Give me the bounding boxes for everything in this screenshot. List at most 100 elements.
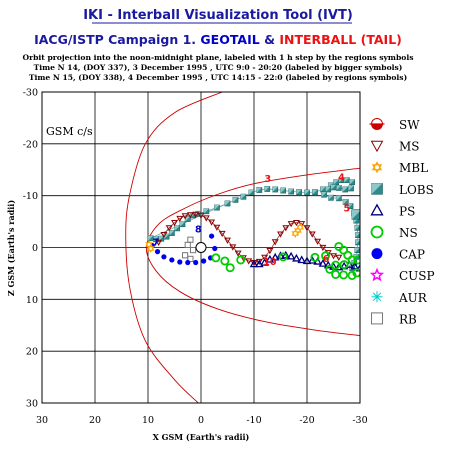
- x-tick-label: -30: [352, 415, 367, 426]
- ns-point: [310, 252, 320, 262]
- ps-point: [318, 259, 328, 267]
- hour-label: 6: [323, 254, 330, 265]
- orbit-series: [145, 177, 360, 280]
- ms-point: [192, 211, 200, 218]
- hour-label: 10: [263, 257, 277, 268]
- y-tick-label: 20: [26, 347, 38, 358]
- lobs-point: [288, 188, 294, 195]
- rb-point: [182, 252, 189, 259]
- geotail-label: GEOTAIL: [200, 32, 259, 47]
- legend-label-ms: MS: [399, 140, 420, 154]
- lobs-point: [347, 203, 354, 209]
- lobs-point: [351, 209, 360, 220]
- legend-label-ns: NS: [399, 226, 418, 240]
- cap-point: [177, 259, 183, 265]
- ms-point: [271, 239, 279, 246]
- lobs-point: [214, 204, 220, 211]
- lobs-point: [312, 189, 318, 195]
- y-tick-label: -10: [23, 191, 38, 202]
- plot-frame: [41, 91, 361, 404]
- boundary-curves: [125, 92, 360, 403]
- lobs-point: [179, 221, 186, 228]
- y-tick-label: -30: [23, 88, 38, 99]
- legend-label-sw: SW: [399, 118, 420, 132]
- lobs-point: [342, 198, 349, 205]
- lobs-point: [272, 186, 279, 193]
- x-ticks: 30 20 10 0 -10 -20 -30: [36, 415, 368, 426]
- legend-label-mbl: MBL: [399, 161, 428, 175]
- description-line-2: Time N 14, (DOY 337), 3 December 1995 , …: [34, 63, 403, 72]
- y-tick-label: 30: [26, 399, 38, 410]
- lobs-point: [335, 195, 342, 202]
- ms-point: [308, 231, 316, 238]
- ms-point: [160, 231, 168, 239]
- cap-point: [169, 257, 175, 263]
- ps-point: [350, 261, 360, 270]
- lobs-point: [232, 196, 239, 203]
- cap-point: [161, 254, 167, 260]
- ms-point: [266, 248, 274, 255]
- mbl-point: [296, 222, 304, 232]
- lobs-legend-icon: [371, 183, 383, 195]
- lobs-point: [321, 191, 327, 198]
- description-line-3: Time N 15, (DOY 338), 4 December 1995 , …: [29, 73, 407, 82]
- ms-point: [155, 239, 163, 246]
- legend-label-rb: RB: [399, 312, 417, 326]
- legend-label-cap: CAP: [399, 248, 425, 262]
- hour-label: 3: [264, 174, 271, 185]
- ps-point: [265, 254, 275, 263]
- lobs-point: [327, 194, 334, 201]
- lobs-point: [325, 186, 332, 193]
- ps-point: [292, 253, 301, 262]
- legend-label-lobs: LOBS: [399, 183, 434, 197]
- rb-point: [184, 241, 191, 249]
- cap-point: [193, 259, 199, 266]
- lobs-point: [264, 186, 271, 192]
- campaign-label: IACG/ISTP Campaign 1.: [34, 32, 196, 47]
- cusp-legend-icon: [369, 267, 385, 282]
- x-tick-label: 10: [142, 415, 154, 426]
- lobs-point: [342, 186, 349, 193]
- lobs-point: [304, 189, 310, 196]
- ns-point: [339, 270, 349, 280]
- ps-point: [254, 259, 264, 268]
- ms-point: [335, 254, 343, 261]
- lobs-point: [354, 232, 360, 238]
- hour-label: 8: [195, 224, 202, 235]
- ns-point: [352, 268, 360, 278]
- ns-legend-icon: [370, 225, 384, 239]
- mbl-legend-icon: [371, 161, 383, 174]
- cap-point: [212, 245, 218, 252]
- ms-point: [165, 225, 173, 232]
- rb-legend-icon: [371, 312, 383, 325]
- ms-point: [181, 213, 189, 220]
- ms-point: [261, 254, 269, 261]
- ns-point: [220, 256, 230, 266]
- x-tick-label: -10: [246, 415, 261, 426]
- campaign-line: IACG/ISTP Campaign 1. GEOTAIL & INTERBAL…: [34, 32, 402, 47]
- ns-point: [339, 245, 349, 255]
- ps-point: [249, 259, 259, 268]
- ps-point: [355, 263, 360, 272]
- cap-point: [201, 258, 207, 264]
- ps-point: [286, 251, 296, 260]
- plot-area: 3 4 5 6 7 8 10 30 20 10 0 -10 -20 -30 -30 -20 -10 0 10 20…: [6, 88, 368, 443]
- lobs-point: [349, 179, 355, 186]
- legend-label-aur: AUR: [398, 291, 428, 305]
- x-tick-label: 30: [36, 415, 48, 426]
- ms-point: [186, 212, 194, 219]
- y-tick-label: 0: [32, 243, 38, 254]
- ms-point: [277, 231, 284, 238]
- lobs-point: [354, 239, 360, 246]
- ms-point: [197, 212, 205, 219]
- lobs-point: [240, 193, 247, 200]
- lobs-point: [319, 186, 326, 193]
- ms-point: [255, 258, 263, 266]
- amp-label: &: [264, 32, 275, 47]
- lobs-point: [248, 189, 255, 196]
- ms-point: [330, 253, 337, 260]
- lobs-point: [343, 177, 350, 184]
- ps-point: [297, 255, 307, 264]
- y-tick-label: 10: [26, 295, 38, 306]
- lobs-point: [224, 200, 231, 207]
